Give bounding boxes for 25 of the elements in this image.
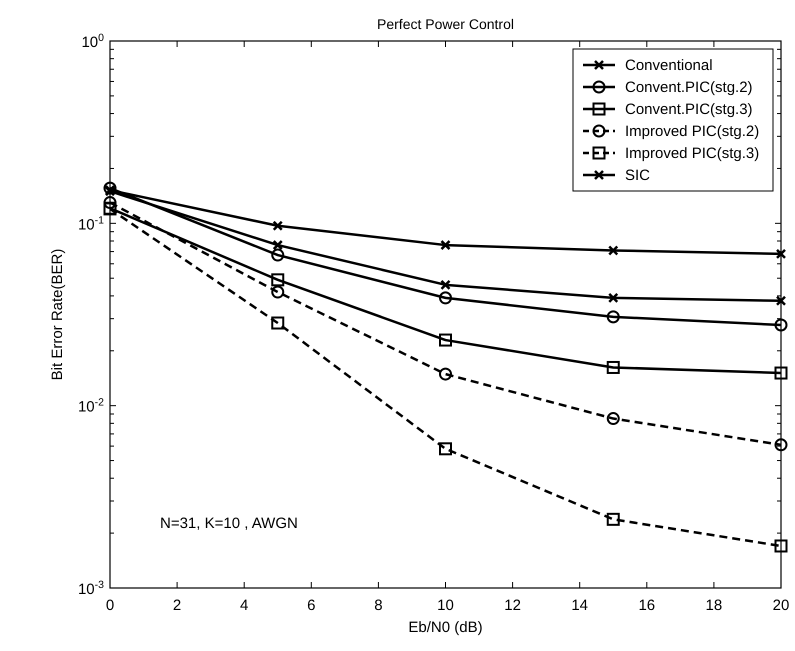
x-tick-label: 4: [240, 597, 248, 614]
x-axis-title: Eb/N0 (dB): [408, 619, 483, 636]
y-tick-label: 10$^{0}$: [81, 32, 104, 51]
x-tick-label: 10: [437, 597, 454, 614]
legend-label: Conventional: [625, 57, 713, 74]
x-tick-label: 2: [172, 597, 182, 614]
x-tick-label: 16: [638, 597, 656, 614]
legend-label: SIC: [625, 167, 650, 184]
chart-title: Perfect Power Control: [377, 16, 514, 32]
y-tick-label: 10$^{-3}$: [78, 579, 104, 598]
x-tick-label: 0: [106, 597, 114, 614]
y-tick-label: 10$^{-1}$: [78, 214, 104, 234]
y-tick-label: 10$^{-2}$: [78, 396, 104, 416]
annotation: N=31, K=10 , AWGN: [160, 515, 298, 532]
legend-label: Convent.PIC(stg.3): [625, 101, 753, 118]
y-axis-title: Bit Error Rate(BER): [49, 248, 66, 380]
x-tick-label: 14: [571, 597, 588, 614]
x-tick-label: 8: [374, 597, 383, 614]
legend-label: Improved PIC(stg.2): [625, 123, 760, 140]
x-tick-label: 12: [504, 597, 521, 614]
legend-label: Convent.PIC(stg.2): [625, 79, 753, 96]
x-tick-label: 18: [706, 597, 722, 614]
legend-label: Improved PIC(stg.3): [625, 145, 760, 162]
x-tick-label: 6: [307, 597, 316, 614]
x-tick-label: 20: [772, 597, 790, 614]
